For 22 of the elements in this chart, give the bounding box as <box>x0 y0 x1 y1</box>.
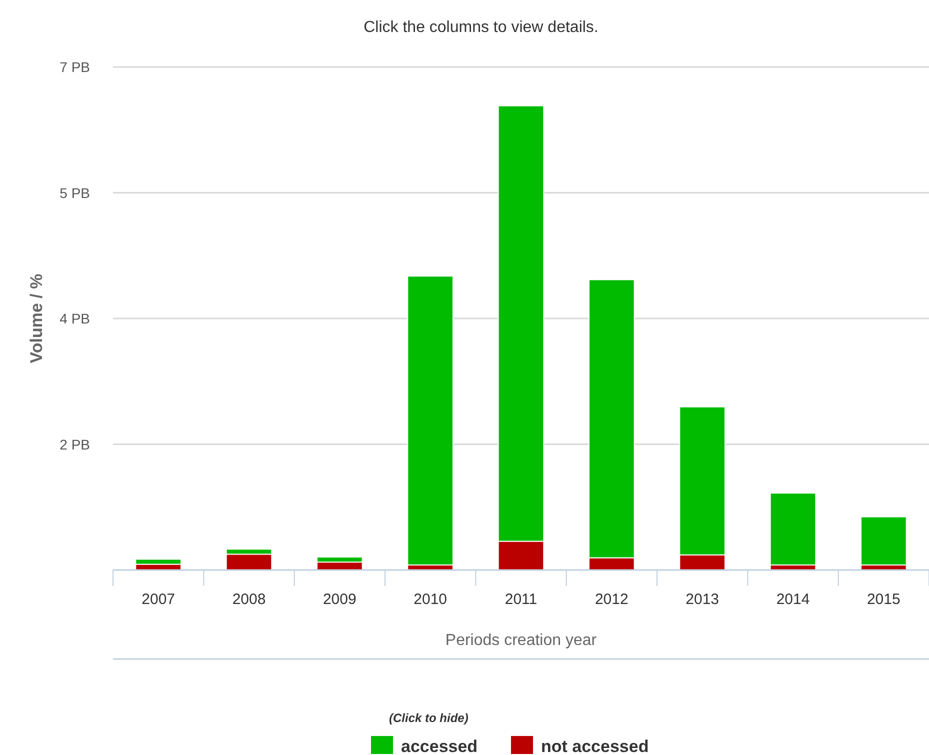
x-tick-label: 2008 <box>232 591 266 608</box>
x-tick-label: 2010 <box>414 591 448 608</box>
x-tick-label: 2009 <box>322 591 356 608</box>
x-tick-label: 2012 <box>594 591 628 608</box>
x-tick-label: 2014 <box>776 591 810 608</box>
chart-title: Click the columns to view details. <box>364 19 598 36</box>
x-tick-label: 2015 <box>866 591 900 608</box>
y-tick-label: 2 PB <box>60 436 90 452</box>
x-tick-label: 2007 <box>142 591 176 608</box>
y-tick-label: 5 PB <box>60 184 90 201</box>
y-tick-label: 4 PB <box>60 310 90 326</box>
bar <box>860 516 907 566</box>
bar <box>770 492 816 566</box>
bar <box>407 276 454 566</box>
legend-label: not accessed <box>541 737 649 755</box>
legend-label: accessed <box>401 737 478 755</box>
y-axis-title: Volume / % <box>27 274 46 364</box>
x-tick-label: 2011 <box>504 591 538 608</box>
x-tick-label: 2013 <box>686 591 720 608</box>
legend-title: (Click to hide) <box>389 711 468 725</box>
x-axis-title: Periods creation year <box>445 632 598 649</box>
y-tick-label: 7 PB <box>60 59 90 75</box>
